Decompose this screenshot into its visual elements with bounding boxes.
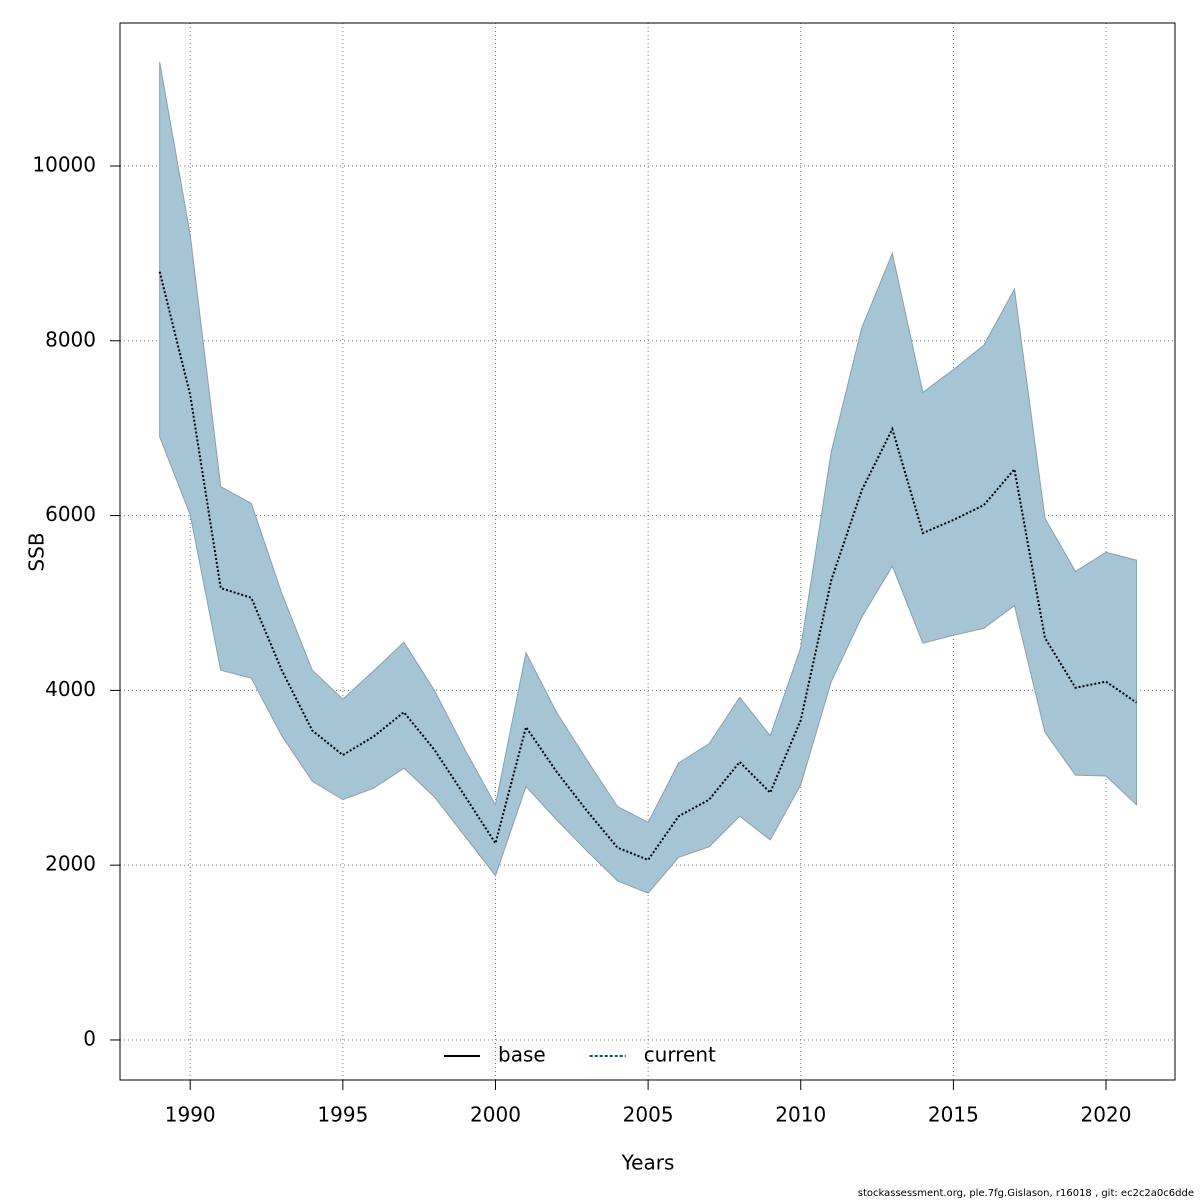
y-tick-label: 8000 <box>45 327 96 351</box>
x-tick-label: 2000 <box>470 1103 521 1127</box>
y-tick-label: 0 <box>83 1026 96 1050</box>
y-tick-label: 4000 <box>45 677 96 701</box>
x-tick-label: 1990 <box>165 1103 216 1127</box>
footer: stockassessment.org, ple.7fg.Gislason, r… <box>858 1188 1194 1199</box>
legend-label: base <box>498 1043 546 1067</box>
x-tick-label: 2015 <box>928 1103 979 1127</box>
x-tick-label: 1995 <box>317 1103 368 1127</box>
y-tick-label: 2000 <box>45 852 96 876</box>
legend-label: current <box>644 1043 716 1067</box>
confidence-band <box>159 61 1138 894</box>
y-tick-label: 6000 <box>45 502 96 526</box>
x-tick-label: 2005 <box>623 1103 674 1127</box>
x-tick-label: 2010 <box>775 1103 826 1127</box>
x-tick-label: 2020 <box>1081 1103 1132 1127</box>
plot-frame <box>119 22 1176 1081</box>
x-axis-label: Years <box>621 1151 675 1175</box>
line <box>158 271 1138 862</box>
y-axis-label: SSB <box>25 532 49 571</box>
y-tick-label: 10000 <box>32 152 96 176</box>
